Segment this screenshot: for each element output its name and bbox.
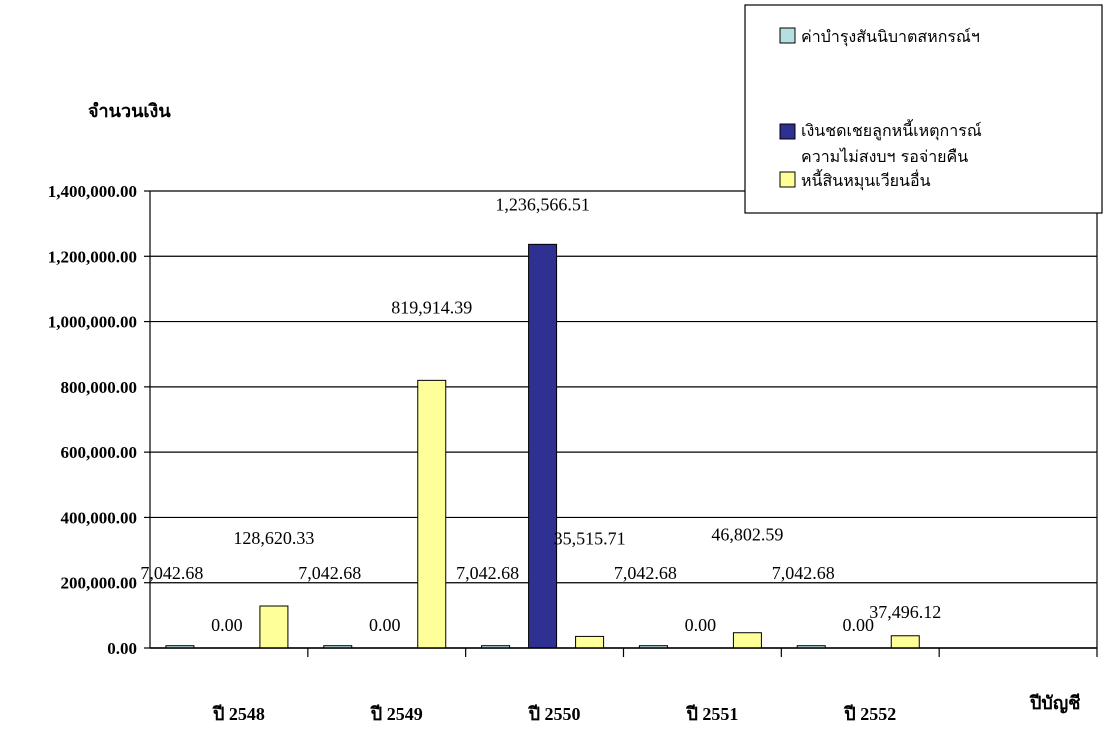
category-labels: ปี 2548 ปี 2549 ปี 2550 ปี 2551 ปี 2552 [212, 704, 897, 724]
category-label: ปี 2552 [843, 704, 896, 724]
legend-box [744, 4, 1103, 214]
data-label-series-2: 1,236,566.51 [495, 194, 590, 214]
gridlines [150, 190, 1097, 649]
legend-swatch-series-2 [779, 123, 796, 140]
bar-series-3 [575, 635, 605, 649]
y-tick-label: 0.00 [107, 639, 137, 658]
y-tick-label: 200,000.00 [61, 574, 138, 593]
bar-series-3 [890, 635, 920, 649]
x-axis-title: ปีบัญชี [1029, 693, 1081, 714]
data-label-series-3: 819,914.39 [391, 297, 472, 317]
data-label-series-3: 37,496.12 [869, 602, 941, 622]
legend-label-series-2: เงินชดเชยลูกหนี้เหตุการณ์ ความไม่สงบฯ รอ… [801, 119, 987, 166]
data-label-series-2: 0.00 [369, 615, 401, 635]
data-label-series-1: 7,042.68 [614, 563, 677, 583]
y-tick-label: 400,000.00 [61, 508, 138, 527]
y-tick-label: 1,000,000.00 [48, 313, 137, 332]
legend: ค่าบำรุงสันนิบาตสหกรณ์ฯ เงินชดเชยลูกหนี้… [744, 4, 1103, 214]
legend-swatch-series-1 [779, 27, 796, 44]
data-label-series-1: 7,042.68 [140, 563, 203, 583]
category-label: ปี 2548 [212, 704, 265, 724]
y-tick-label: 800,000.00 [61, 378, 138, 397]
data-label-series-2: 0.00 [843, 615, 875, 635]
data-labels: 7,042.68 7,042.68 7,042.68 7,042.68 7,042.68… [140, 194, 941, 635]
category-label: ปี 2549 [369, 704, 422, 724]
category-label: ปี 2551 [685, 704, 738, 724]
bar-series-3 [259, 605, 289, 649]
data-label-series-2: 0.00 [211, 615, 243, 635]
bar-series-2 [528, 243, 558, 649]
bar-series-3 [417, 379, 447, 649]
bar-series-3 [732, 632, 762, 649]
legend-label-series-3: หนี้สินหมุนเวียนอื่น [801, 169, 931, 191]
legend-swatch-series-3 [779, 171, 796, 188]
axes [144, 190, 1098, 657]
data-label-series-2: 0.00 [685, 615, 717, 635]
y-tick-label: 600,000.00 [61, 443, 138, 462]
data-label-series-1: 7,042.68 [298, 563, 361, 583]
data-label-series-1: 7,042.68 [772, 563, 835, 583]
y-axis-title: จำนวนเงิน [88, 101, 171, 121]
legend-label-series-1: ค่าบำรุงสันนิบาตสหกรณ์ฯ [801, 27, 980, 47]
category-label: ปี 2550 [527, 704, 580, 724]
legend-label-series-2-line-1: เงินชดเชยลูกหนี้เหตุการณ์ [801, 119, 982, 141]
bars [165, 243, 920, 649]
y-tick-label: 1,200,000.00 [48, 247, 137, 266]
y-tick-label: 1,400,000.00 [48, 182, 137, 201]
y-tick-labels: 0.00 200,000.00 400,000.00 600,000.00 800,00… [48, 182, 137, 658]
data-label-series-3: 35,515.71 [554, 528, 626, 548]
legend-label-series-2-line-2: ความไม่สงบฯ รอจ่ายคืน [801, 147, 968, 166]
data-label-series-1: 7,042.68 [456, 563, 519, 583]
data-label-series-3: 46,802.59 [711, 525, 783, 545]
data-label-series-3: 128,620.33 [233, 528, 314, 548]
